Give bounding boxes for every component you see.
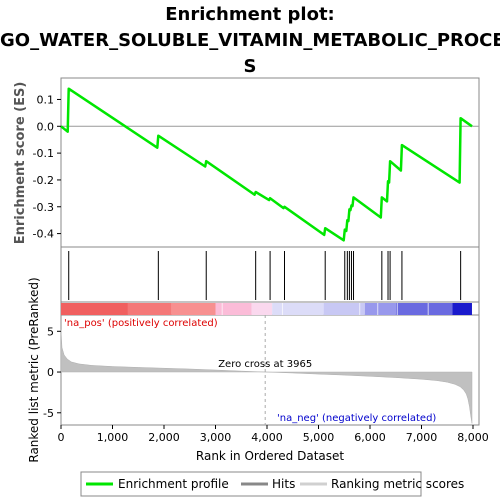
es-ytick-label-3: -0.2 — [33, 174, 54, 187]
metric-ytick-label-1: 0 — [47, 366, 54, 379]
legend-es-label: Enrichment profile — [118, 477, 229, 491]
xtick-label-2: 2,000 — [148, 431, 180, 444]
legend: Enrichment profile Hits Ranking metric s… — [80, 471, 464, 497]
es-ytick-label-2: -0.1 — [33, 147, 54, 160]
gradient-segment-7 — [364, 303, 396, 315]
chart-title-line-1: Enrichment plot: — [165, 4, 335, 25]
gradient-layer — [61, 303, 472, 315]
positive-label: 'na_pos' (positively correlated) — [64, 318, 218, 329]
xtick-label-3: 3,000 — [200, 431, 232, 444]
metric-ytick-label-2: -5 — [43, 407, 54, 420]
gradient-segment-3 — [215, 303, 252, 315]
chart-title: Enrichment plot: GO_WATER_SOLUBLE_VITAMI… — [0, 2, 500, 80]
metric-ytick-label-0: 5 — [47, 325, 54, 338]
hits-layer — [68, 251, 462, 300]
gradient-segment-6 — [323, 303, 365, 315]
legend-metric-label: Ranking metric scores — [331, 477, 464, 491]
chart-title-line-2: GO_WATER_SOLUBLE_VITAMIN_METABOLIC_PROCE… — [0, 30, 500, 51]
metric-y-axis-label: Ranked list metric (PreRanked) — [27, 277, 41, 462]
gradient-segment-5 — [272, 303, 324, 315]
zero-cross-label: Zero cross at 3965 — [218, 359, 312, 370]
es-ytick-label-4: -0.3 — [33, 201, 54, 214]
es-ytick-label-0: 0.1 — [37, 93, 55, 106]
legend-hits-label: Hits — [272, 477, 295, 491]
xtick-label-5: 5,000 — [303, 431, 335, 444]
xtick-label-6: 6,000 — [354, 431, 386, 444]
es-y-axis-label: Enrichment score (ES) — [13, 82, 28, 245]
gradient-segment-8 — [395, 303, 453, 315]
negative-label: 'na_neg' (negatively correlated) — [277, 413, 436, 424]
xtick-label-1: 1,000 — [97, 431, 129, 444]
axes-layer: 0.1 0.0 -0.1 -0.2 -0.3 -0.4 5 0 -5 0 1,000 2,000 3,0… — [33, 93, 489, 444]
metric-layer: Zero cross at 3965 'na_pos' (positively c… — [60, 315, 473, 425]
xtick-label-7: 7,000 — [406, 431, 438, 444]
xtick-label-0: 0 — [58, 431, 65, 444]
gradient-segment-2 — [171, 303, 216, 315]
es-layer — [60, 87, 479, 242]
gradient-segment-4 — [251, 303, 273, 315]
x-axis-label: Rank in Ordered Dataset — [196, 449, 344, 463]
es-profile-line — [60, 87, 473, 242]
es-panel-frame — [60, 77, 480, 248]
xtick-label-4: 4,000 — [251, 431, 283, 444]
metric-area — [60, 329, 473, 424]
xtick-label-8: 8,000 — [457, 431, 489, 444]
es-ytick-label-1: 0.0 — [37, 120, 55, 133]
gradient-segment-9 — [452, 303, 472, 315]
es-ytick-label-5: -0.4 — [33, 228, 54, 241]
chart-title-line-3: S — [243, 56, 257, 77]
gradient-segment-1 — [127, 303, 172, 315]
gradient-segment-0 — [61, 303, 128, 315]
